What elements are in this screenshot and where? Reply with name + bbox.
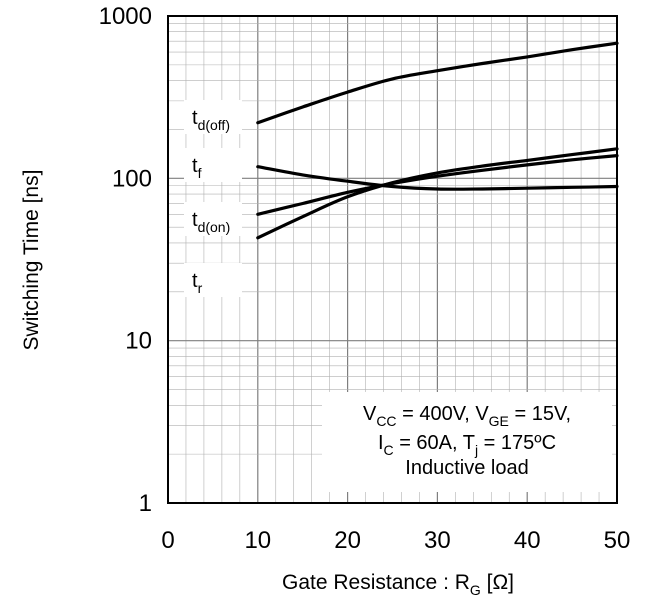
series-label-bg xyxy=(184,202,242,236)
y-tick-label: 10 xyxy=(125,328,152,355)
series-label-t-d-on-: td(on) xyxy=(192,209,230,235)
y-tick-label: 1000 xyxy=(99,3,152,30)
annotation-box xyxy=(322,392,612,492)
series-line-t-f xyxy=(256,165,619,191)
x-tick-label: 40 xyxy=(514,527,541,554)
x-tick-label: 20 xyxy=(334,527,361,554)
y-tick-label: 100 xyxy=(112,165,152,192)
x-tick-label: 10 xyxy=(244,527,271,554)
series-line-t-d-off- xyxy=(256,41,619,125)
series-label-t-r: tr xyxy=(192,270,203,296)
x-tick-label: 0 xyxy=(161,527,174,554)
x-tick-label: 50 xyxy=(604,527,631,554)
series-label-bg xyxy=(184,100,242,134)
series-line-t-d-on- xyxy=(256,154,619,216)
series-lines xyxy=(256,41,619,240)
plot-frame xyxy=(167,15,618,504)
series-label-t-d-off-: td(off) xyxy=(192,107,230,133)
series-line-t-r xyxy=(256,147,619,240)
series-label-bg xyxy=(184,148,242,182)
annotation-line-3: Inductive load xyxy=(405,457,528,479)
x-tick-label: 30 xyxy=(424,527,451,554)
series-labels: td(off) tf td(on) tr xyxy=(184,100,242,297)
annotation-line-1: VCC = 400V, VGE = 15V, xyxy=(363,403,571,429)
y-tick-label: 1 xyxy=(139,490,152,517)
series-label-bg xyxy=(184,263,242,297)
series-label-t-f: tf xyxy=(192,155,202,181)
x-axis-label: Gate Resistance : RG [Ω] xyxy=(282,571,514,598)
tick-labels: 0 10 20 30 40 50 1 10 100 1000 xyxy=(99,3,631,554)
y-axis-label: Switching Time [ns] xyxy=(20,170,43,351)
annotation-line-2: IC = 60A, Tj = 175ºC xyxy=(378,432,556,458)
